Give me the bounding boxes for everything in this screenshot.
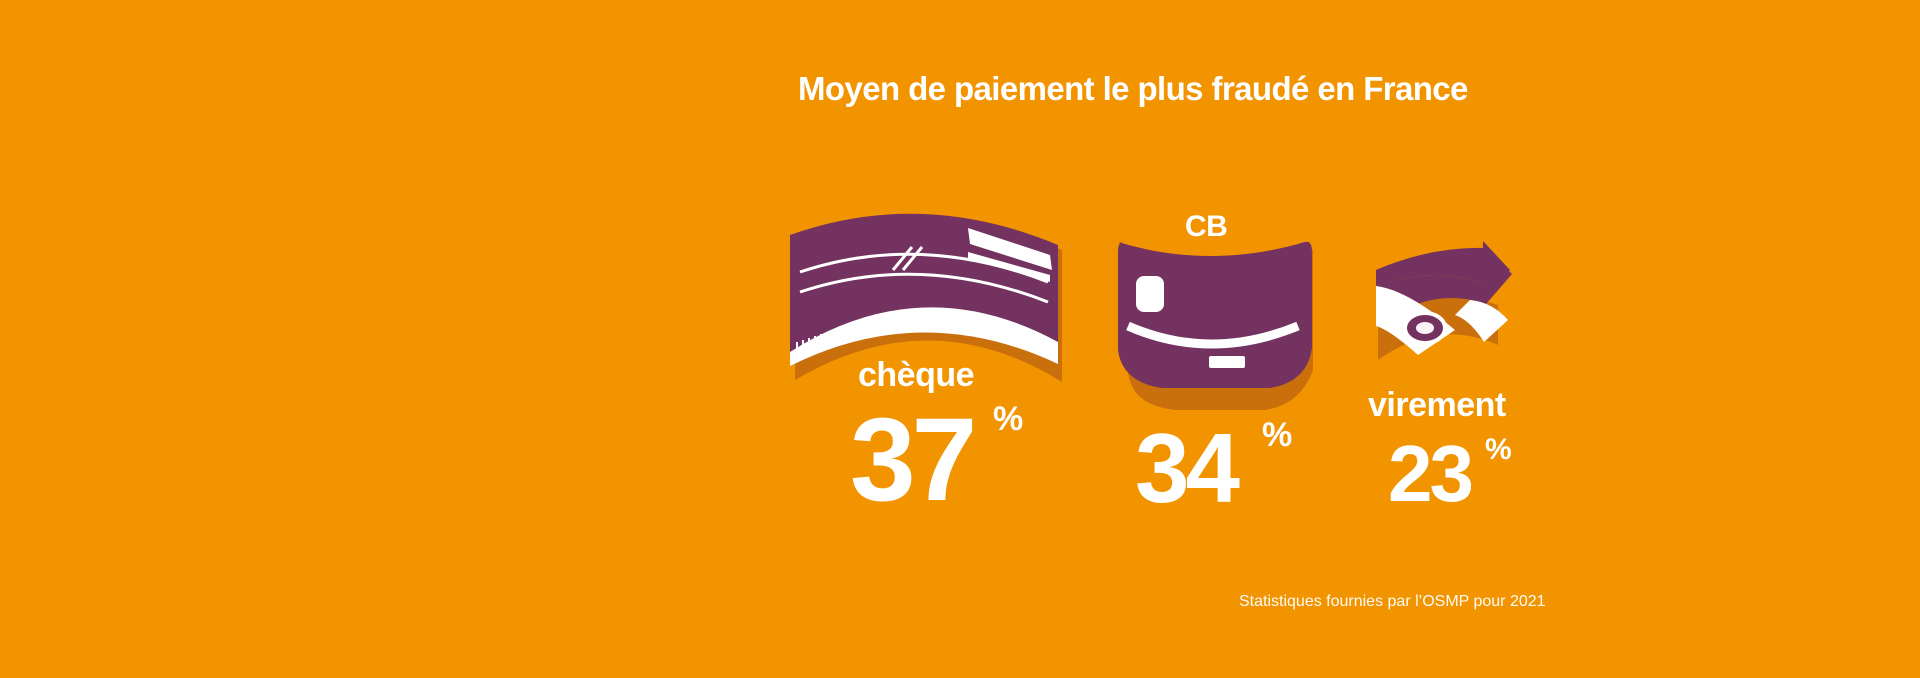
category-percentage: 37: [850, 394, 977, 526]
category-label: chèque: [858, 356, 975, 394]
category-percentage: 23: [1388, 429, 1474, 518]
page-title: Moyen de paiement le plus fraudé en Fran…: [798, 70, 1468, 107]
bank-card-icon: [1118, 241, 1313, 410]
transfer-icon: [1376, 241, 1512, 360]
percent-sign: %: [1485, 433, 1512, 466]
percent-sign: %: [1262, 416, 1293, 454]
percent-sign: %: [993, 400, 1024, 438]
category-label: CB: [1185, 210, 1228, 243]
source-note: Statistiques fournies par l’OSMP pour 20…: [1239, 593, 1546, 610]
category-label: virement: [1368, 386, 1506, 424]
category-percentage: 34: [1135, 413, 1240, 523]
